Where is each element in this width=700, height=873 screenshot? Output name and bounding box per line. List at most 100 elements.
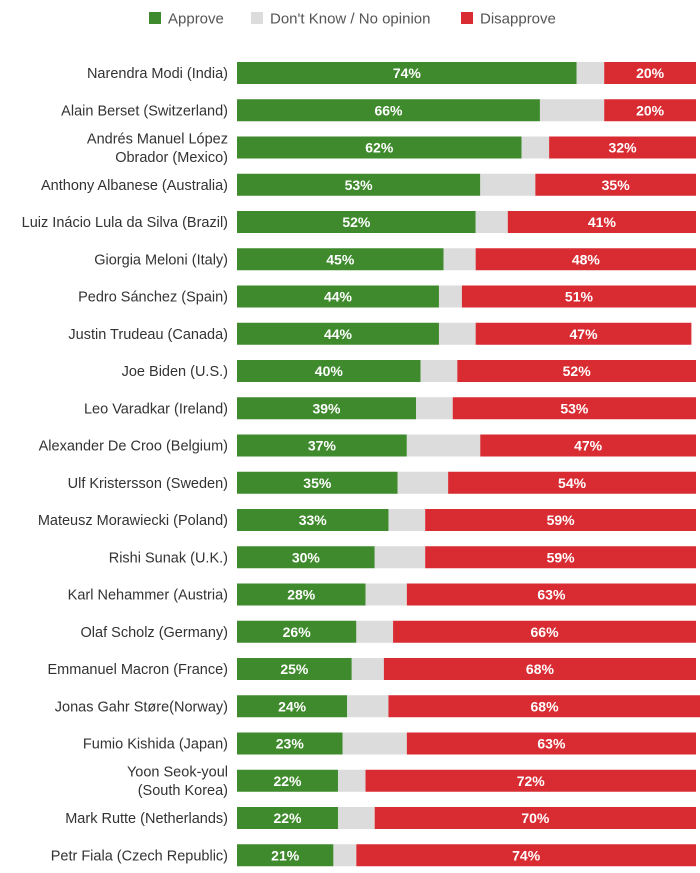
data-label-approve: 35% bbox=[303, 475, 332, 491]
data-label-disapprove: 59% bbox=[547, 512, 576, 528]
bar-row: 30% 59% bbox=[237, 546, 696, 569]
bar-segment-don-t-know-no-opinion bbox=[475, 211, 508, 233]
bar-row: 40% 52% bbox=[237, 360, 696, 382]
bar-segment-approve bbox=[237, 322, 439, 345]
category-label: Justin Trudeau (Canada) bbox=[68, 327, 228, 343]
bar-segment-don-t-know-no-opinion bbox=[356, 620, 394, 643]
category-label: Giorgia Meloni (Italy) bbox=[94, 252, 228, 268]
data-label-disapprove: 70% bbox=[521, 810, 550, 826]
bar-row: 28% 63% bbox=[237, 583, 696, 606]
bar-row: 45% 48% bbox=[237, 248, 696, 271]
bar-segment-disapprove bbox=[507, 211, 696, 233]
data-label-disapprove: 68% bbox=[531, 698, 560, 714]
data-label-approve: 52% bbox=[342, 214, 371, 230]
bar-segment-don-t-know-no-opinion bbox=[333, 844, 357, 867]
bar-row: 37% 47% bbox=[237, 434, 696, 457]
data-label-disapprove: 32% bbox=[609, 140, 638, 156]
data-label-approve: 30% bbox=[292, 549, 321, 565]
data-label-approve: 33% bbox=[299, 512, 328, 528]
bar-segment-approve bbox=[237, 546, 375, 569]
bar-segment-disapprove bbox=[448, 471, 696, 494]
bar-row: 21% 74% bbox=[237, 844, 696, 867]
bar-segment-don-t-know-no-opinion bbox=[351, 658, 384, 680]
bar-segment-approve bbox=[237, 285, 439, 308]
bar-segment-disapprove bbox=[535, 173, 696, 196]
category-label: Joe Biden (U.S.) bbox=[122, 364, 228, 380]
bar-segment-disapprove bbox=[388, 695, 700, 718]
data-label-approve: 21% bbox=[271, 847, 300, 863]
bar-row: 33% 59% bbox=[237, 509, 696, 531]
data-label-approve: 28% bbox=[287, 587, 316, 603]
legend-swatch-approve bbox=[149, 12, 161, 24]
bar-segment-don-t-know-no-opinion bbox=[576, 62, 605, 84]
bar-segment-don-t-know-no-opinion bbox=[337, 769, 366, 792]
data-label-disapprove: 52% bbox=[563, 363, 592, 379]
data-label-approve: 44% bbox=[324, 289, 353, 305]
bar-row: 22% 72% bbox=[237, 769, 696, 792]
data-label-disapprove: 54% bbox=[558, 475, 587, 491]
data-label-disapprove: 51% bbox=[565, 289, 594, 305]
data-label-disapprove: 59% bbox=[547, 549, 576, 565]
legend-swatch-don-t-know-no-opinion bbox=[251, 12, 263, 24]
category-label: Petr Fiala (Czech Republic) bbox=[51, 848, 228, 864]
bar-segment-approve bbox=[237, 136, 522, 159]
bar-segment-disapprove bbox=[356, 844, 696, 867]
data-label-approve: 23% bbox=[276, 736, 305, 752]
bar-row: 62% 32% bbox=[237, 136, 696, 159]
bar-segment-don-t-know-no-opinion bbox=[374, 546, 426, 569]
bar-segment-disapprove bbox=[406, 583, 696, 606]
bar-segment-disapprove bbox=[480, 434, 696, 457]
data-label-approve: 37% bbox=[308, 438, 337, 454]
bar-segment-approve bbox=[237, 583, 366, 606]
data-label-disapprove: 20% bbox=[636, 102, 665, 118]
bar-segment-approve bbox=[237, 807, 338, 829]
bar-segment-approve bbox=[237, 695, 348, 718]
data-label-approve: 74% bbox=[393, 65, 422, 81]
bar-segment-don-t-know-no-opinion bbox=[420, 360, 458, 382]
data-label-approve: 44% bbox=[324, 326, 353, 342]
bar-segment-approve bbox=[237, 732, 343, 755]
bar-segment-approve bbox=[237, 509, 389, 531]
bar-segment-approve bbox=[237, 434, 407, 457]
bar-segment-don-t-know-no-opinion bbox=[342, 732, 407, 755]
category-label: Rishi Sunak (U.K.) bbox=[109, 550, 228, 566]
data-label-approve: 53% bbox=[345, 177, 374, 193]
category-label: Luiz Inácio Lula da Silva (Brazil) bbox=[22, 215, 228, 231]
bar-segment-don-t-know-no-opinion bbox=[480, 173, 536, 196]
data-label-approve: 62% bbox=[365, 140, 394, 156]
data-label-approve: 26% bbox=[283, 624, 312, 640]
data-label-disapprove: 35% bbox=[602, 177, 631, 193]
bar-row: 24% 68% bbox=[237, 695, 700, 718]
category-label: Emmanuel Macron (France) bbox=[48, 662, 229, 678]
bar-segment-don-t-know-no-opinion bbox=[388, 509, 426, 531]
bar-segment-approve bbox=[237, 248, 444, 271]
bar-segment-disapprove bbox=[549, 136, 696, 159]
legend-label-approve: Approve bbox=[168, 11, 224, 28]
data-label-disapprove: 41% bbox=[588, 214, 617, 230]
legend: Approve Don't Know / No opinion Disapprove bbox=[149, 11, 556, 28]
category-label: Mark Rutte (Netherlands) bbox=[65, 811, 228, 827]
bar-row: 66% 20% bbox=[237, 99, 696, 122]
bar-segment-don-t-know-no-opinion bbox=[443, 248, 476, 271]
bar-segment-disapprove bbox=[365, 769, 696, 792]
bar-row: 39% 53% bbox=[237, 397, 696, 420]
category-label: Mateusz Morawiecki (Poland) bbox=[38, 513, 228, 529]
bar-segment-approve bbox=[237, 844, 334, 867]
data-label-disapprove: 53% bbox=[560, 400, 589, 416]
bar-segment-approve bbox=[237, 360, 421, 382]
category-labels: Narendra Modi (India) Alain Berset (Switz… bbox=[22, 66, 228, 864]
data-label-disapprove: 68% bbox=[526, 661, 555, 677]
bar-segment-disapprove bbox=[425, 509, 696, 531]
data-label-disapprove: 63% bbox=[537, 736, 566, 752]
category-label: Andrés Manuel López Obrador (Mexico) bbox=[87, 131, 228, 166]
legend-label-disapprove: Disapprove bbox=[480, 11, 556, 28]
bar-segment-approve bbox=[237, 620, 357, 643]
category-label: Pedro Sánchez (Spain) bbox=[78, 290, 228, 306]
bar-segment-disapprove bbox=[374, 807, 696, 829]
bar-segment-don-t-know-no-opinion bbox=[438, 285, 462, 308]
bar-segment-disapprove bbox=[452, 397, 696, 420]
bar-segment-disapprove bbox=[604, 99, 696, 122]
category-label: Yoon Seok-youl (South Korea) bbox=[127, 765, 228, 800]
bar-segment-approve bbox=[237, 211, 476, 233]
bar-segment-don-t-know-no-opinion bbox=[397, 471, 449, 494]
